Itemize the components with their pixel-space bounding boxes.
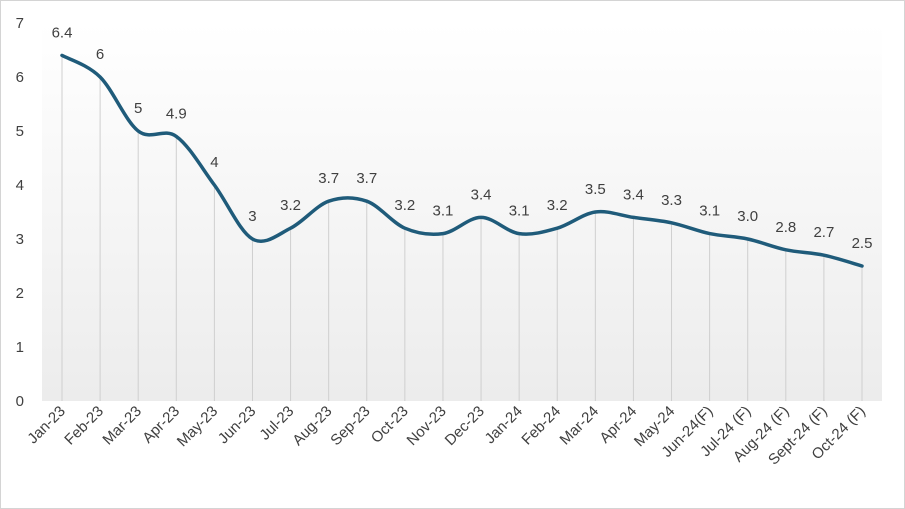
x-tick-label: Aug-23	[289, 403, 335, 449]
x-tick-label: Dec-23	[442, 403, 488, 449]
x-tick-label: Oct-23	[368, 403, 412, 447]
data-label: 4.9	[166, 105, 187, 122]
x-tick-label: Sep-23	[327, 403, 373, 449]
y-tick-label: 4	[16, 177, 24, 194]
data-label: 4	[210, 154, 218, 171]
data-label: 3.7	[318, 170, 339, 187]
x-tick-label: Feb-24	[518, 403, 564, 449]
y-tick-label: 5	[16, 123, 24, 140]
data-label: 3.1	[433, 203, 454, 220]
y-tick-label: 3	[16, 231, 24, 248]
x-tick-label: Jan-23	[24, 403, 68, 447]
data-label: 3.1	[699, 203, 720, 220]
data-label: 6.4	[52, 24, 73, 41]
data-label: 2.7	[813, 224, 834, 241]
x-axis: Jan-23Feb-23Mar-23Apr-23May-23Jun-23Jul-…	[24, 403, 868, 469]
data-label: 3.7	[356, 170, 377, 187]
y-tick-label: 6	[16, 69, 24, 86]
y-tick-label: 7	[16, 15, 24, 32]
data-label: 3.0	[737, 208, 758, 225]
y-axis: 0 1 2 3 4 5 6 7	[16, 15, 24, 410]
data-label: 3.4	[471, 186, 492, 203]
data-label: 3.4	[623, 186, 644, 203]
data-label: 3	[248, 208, 256, 225]
data-label: 3.2	[547, 197, 568, 214]
data-label: 3.5	[585, 181, 606, 198]
data-label: 6	[96, 46, 104, 63]
data-label: 2.8	[775, 219, 796, 236]
data-labels: 6.4 6 5 4.9 4 3 3.2 3.7 3.7 3.2 3.1 3.4 3.1 3.2 3.5 3.4…	[52, 24, 873, 252]
data-label: 5	[134, 100, 142, 117]
series-line	[60, 53, 864, 268]
y-tick-label: 2	[16, 285, 24, 302]
x-tick-label: Nov-23	[404, 403, 450, 449]
data-label: 3.2	[280, 197, 301, 214]
data-label: 3.2	[394, 197, 415, 214]
y-tick-label: 1	[16, 339, 24, 356]
x-tick-label: Jun-23	[215, 403, 259, 447]
x-tick-label: Feb-23	[61, 403, 107, 449]
plot-area	[42, 23, 882, 401]
data-label: 3.3	[661, 192, 682, 209]
x-tick-label: Mar-24	[557, 403, 603, 449]
x-tick-label: Mar-23	[99, 403, 145, 449]
data-label: 3.1	[509, 203, 530, 220]
data-label: 2.5	[852, 235, 873, 252]
y-tick-label: 0	[16, 393, 24, 410]
drop-lines	[61, 55, 863, 401]
x-tick-label: Jan-24	[482, 403, 526, 447]
x-tick-label: May-23	[174, 403, 221, 450]
